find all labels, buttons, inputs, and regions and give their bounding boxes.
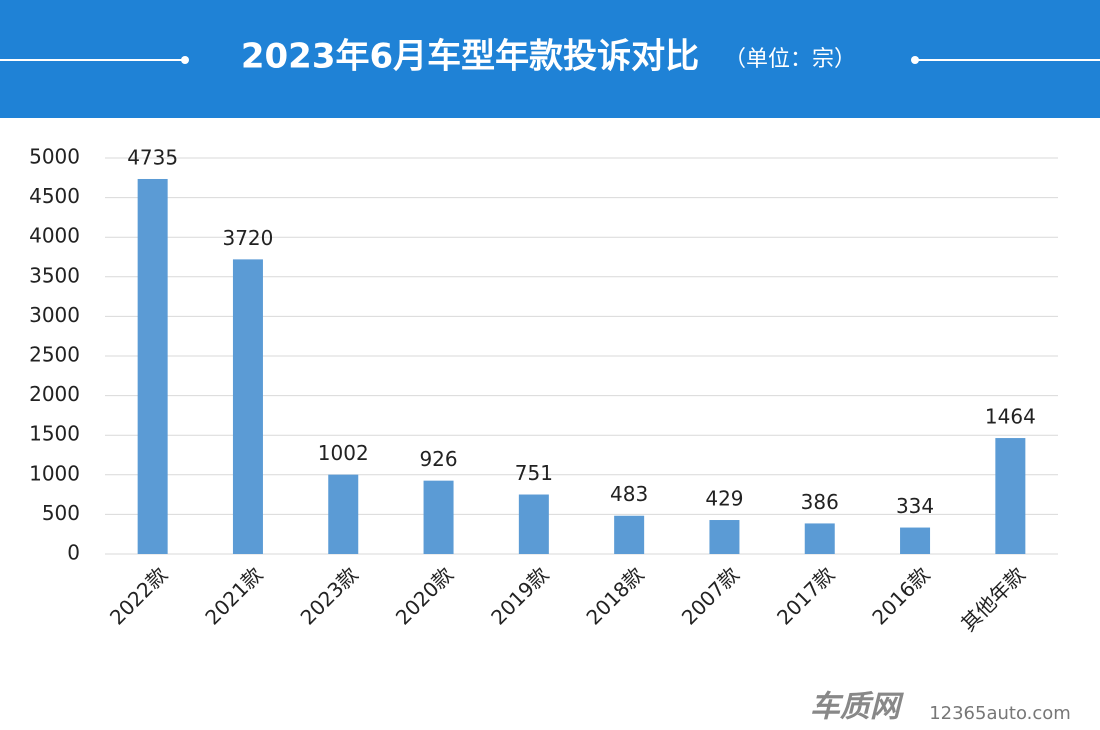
data-label: 386: [801, 490, 839, 514]
x-tick-label: 其他年款: [956, 562, 1030, 636]
data-label: 483: [610, 482, 648, 506]
y-tick-label: 5000: [29, 145, 80, 169]
y-tick-label: 0: [67, 541, 80, 565]
chart-title: 2023年6月车型年款投诉对比: [241, 37, 699, 77]
data-label: 1002: [318, 441, 369, 465]
y-tick-label: 500: [42, 501, 80, 525]
bar: [328, 474, 359, 554]
y-tick-label: 1000: [29, 461, 80, 485]
y-tick-label: 4500: [29, 184, 80, 208]
y-tick-label: 3000: [29, 303, 80, 327]
x-tick-label: 2007款: [677, 562, 744, 629]
data-label: 3720: [222, 226, 273, 250]
bar: [137, 178, 168, 554]
data-label: 334: [896, 494, 934, 518]
y-tick-label: 3500: [29, 263, 80, 287]
data-label: 926: [419, 447, 457, 471]
data-label: 4735: [127, 145, 178, 169]
header-dot: [181, 56, 189, 64]
chart-subtitle: （单位：宗）: [724, 47, 856, 72]
x-tick-label: 2018款: [581, 562, 648, 629]
watermark-site: 12365auto.com: [929, 703, 1071, 724]
bar: [804, 523, 835, 554]
data-label: 429: [705, 487, 743, 511]
y-tick-label: 1500: [29, 422, 80, 446]
x-tick-label: 2023款: [296, 562, 363, 629]
bar: [709, 520, 740, 554]
data-label: 1464: [985, 405, 1036, 429]
bar: [900, 527, 931, 554]
y-tick-label: 2000: [29, 382, 80, 406]
x-tick-label: 2022款: [105, 562, 172, 629]
header-dot: [911, 56, 919, 64]
y-tick-label: 2500: [29, 343, 80, 367]
x-tick-label: 2019款: [486, 562, 553, 629]
watermark-logo: 车质网: [810, 690, 904, 725]
bar: [232, 259, 263, 554]
x-tick-label: 2016款: [867, 562, 934, 629]
x-tick-label: 2021款: [200, 562, 267, 629]
x-tick-label: 2017款: [772, 562, 839, 629]
bar: [995, 438, 1026, 554]
bar: [518, 494, 549, 554]
bar: [423, 480, 454, 554]
data-label: 751: [515, 461, 553, 485]
y-tick-label: 4000: [29, 224, 80, 248]
x-tick-label: 2020款: [391, 562, 458, 629]
bar: [614, 515, 645, 554]
